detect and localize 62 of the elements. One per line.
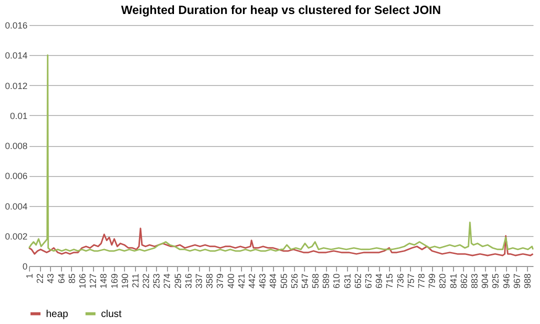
x-tick-label: 904 (480, 274, 490, 289)
y-tick-label: 0.016 (4, 20, 28, 30)
x-tick-label: 463 (258, 274, 268, 289)
x-tick-label: 589 (321, 274, 332, 289)
x-tick-label: 190 (120, 274, 130, 289)
x-tick-label: 631 (342, 274, 352, 289)
x-tick-label: 715 (384, 274, 395, 289)
x-tick-label: 967 (512, 274, 522, 289)
x-tick-label: 799 (427, 274, 438, 289)
x-tick-label: 547 (300, 274, 310, 289)
x-tick-label: 127 (88, 274, 98, 289)
x-tick-label: 85 (66, 274, 77, 284)
x-tick-label: 295 (172, 274, 183, 289)
line-series (28, 228, 534, 256)
x-tick-label: 610 (332, 274, 342, 289)
x-tick-label: 211 (130, 274, 140, 288)
x-tick-label: 316 (183, 274, 194, 289)
x-tick-label: 421 (236, 274, 246, 289)
x-tick-label: 673 (364, 274, 374, 289)
x-tick-label: 925 (490, 274, 501, 289)
x-tick-label: 358 (204, 274, 215, 289)
x-tick-label: 883 (469, 274, 480, 289)
x-tick-label: 442 (246, 274, 257, 289)
x-tick-label: 694 (374, 274, 384, 289)
x-tick-label: 778 (416, 274, 426, 289)
x-tick-label: 484 (268, 274, 278, 289)
x-tick-label: 43 (46, 274, 56, 284)
legend-label: heap (46, 308, 69, 320)
x-tick-label: 148 (98, 274, 109, 289)
x-tick-label: 169 (109, 274, 120, 289)
x-tick-label: 253 (152, 274, 162, 289)
y-tick-label: 0 (22, 262, 28, 272)
y-tick-label: 0.012 (4, 80, 28, 91)
x-tick-label: 1 (24, 274, 34, 279)
x-tick-label: 757 (406, 274, 416, 289)
x-tick-label: 400 (226, 274, 236, 289)
x-tick-label: 568 (310, 274, 321, 289)
x-tick-label: 106 (77, 274, 88, 289)
y-tick-label: 0.002 (4, 231, 28, 242)
x-tick-label: 526 (289, 274, 300, 289)
x-tick-label: 988 (522, 274, 532, 289)
x-tick-label: 862 (458, 274, 469, 289)
x-tick-label: 946 (501, 274, 512, 289)
y-tick-label: 0.01 (10, 110, 28, 121)
x-tick-label: 652 (352, 274, 363, 289)
y-tick-label: 0.008 (4, 141, 28, 151)
x-tick-label: 736 (395, 274, 406, 289)
x-tick-label: 22 (35, 274, 46, 284)
x-tick-label: 841 (448, 274, 458, 289)
x-tick-label: 820 (438, 274, 448, 289)
y-tick-label: 0.006 (4, 171, 28, 182)
x-tick-label: 337 (194, 274, 204, 289)
x-tick-label: 232 (141, 274, 152, 289)
legend-label: clust (101, 308, 122, 320)
x-tick-label: 274 (162, 274, 172, 289)
y-tick-label: 0.014 (4, 50, 28, 61)
chart-title: Weighted Duration for heap vs clustered for Select JOIN (121, 3, 441, 17)
y-tick-label: 0.004 (4, 201, 28, 212)
x-tick-label: 64 (56, 274, 66, 284)
x-tick-label: 505 (278, 274, 289, 289)
x-tick-label: 379 (215, 274, 226, 289)
line-series (28, 54, 534, 252)
